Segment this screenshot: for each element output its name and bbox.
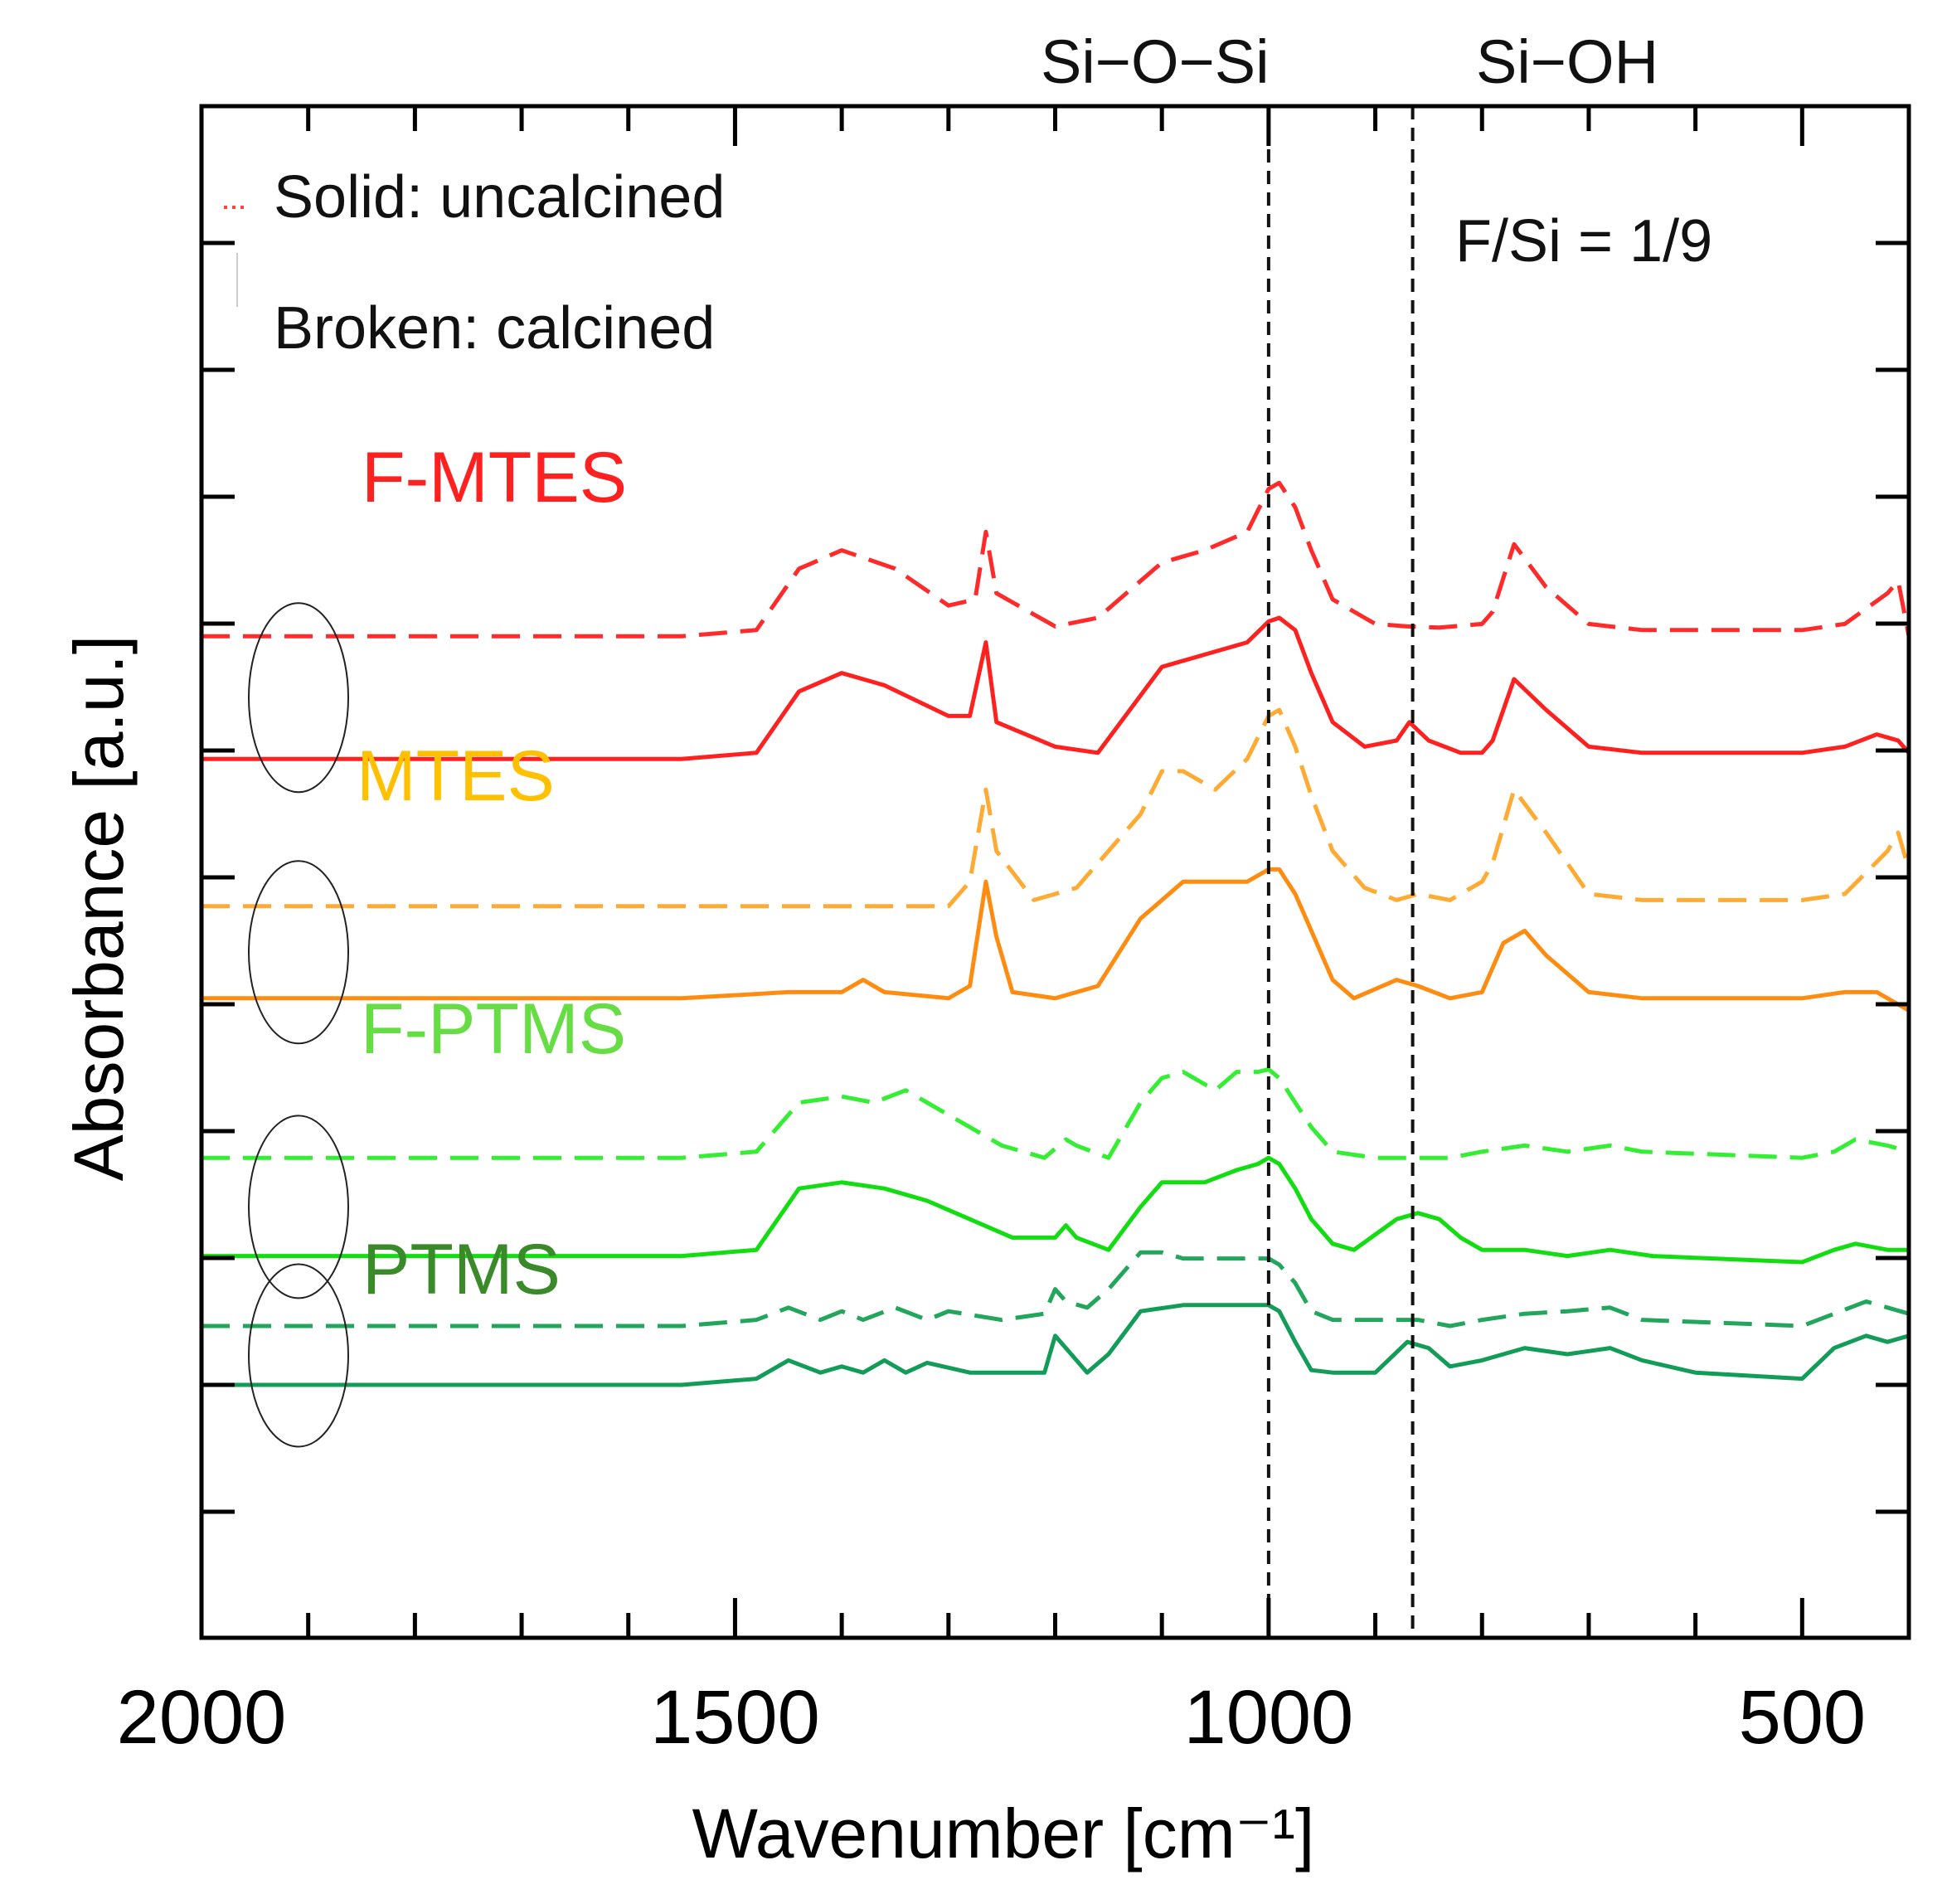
x-tick-label: 2000: [117, 1675, 287, 1760]
legend-entry-1: Broken: calcined: [274, 295, 715, 362]
series-line-f-ptms-solid: [201, 1155, 1909, 1265]
band-label-1: Si−OH: [1476, 27, 1658, 96]
series-line-ptms-solid: [201, 1303, 1910, 1387]
group-ellipse-f-ptms: [248, 1115, 349, 1299]
group-ellipse-f-mtes: [248, 602, 349, 794]
series-label-f-ptms: F-PTMS: [361, 989, 626, 1069]
series-line-f-mtes-dashed: [201, 480, 1911, 639]
band-label-0: Si−O−Si: [1041, 27, 1270, 96]
ratio-annotation: F/Si = 1/9: [1455, 208, 1712, 274]
text-layer: 2000 1500 1000 500 Wavenumber [cm⁻¹] Absorban…: [60, 27, 1866, 1872]
group-ellipse-ptms: [248, 1263, 349, 1448]
x-tick-label: 500: [1739, 1675, 1867, 1760]
x-tick-label: 1500: [650, 1675, 820, 1760]
group-marker-layer: [248, 602, 349, 1448]
legend-entry-0: Solid: uncalcined: [274, 164, 725, 231]
series-label-f-mtes: F-MTES: [362, 438, 627, 517]
series-line-f-mtes-solid: [201, 615, 1911, 761]
group-ellipse-mtes: [248, 860, 349, 1045]
x-axis-title: Wavenumber [cm⁻¹]: [692, 1795, 1315, 1872]
series-line-mtes-solid: [201, 867, 1911, 1013]
series-layer: [201, 480, 1911, 1387]
series-line-ptms-dashed: [201, 1250, 1910, 1328]
y-axis-title: Absorbance [a.u.]: [60, 635, 138, 1181]
series-line-mtes-dashed: [201, 707, 1911, 909]
series-label-mtes: MTES: [357, 736, 555, 816]
series-line-f-ptms-dashed: [201, 1067, 1910, 1160]
series-label-ptms: PTMS: [362, 1230, 561, 1309]
axes-layer: [199, 104, 1911, 1640]
x-tick-label: 1000: [1184, 1675, 1354, 1760]
